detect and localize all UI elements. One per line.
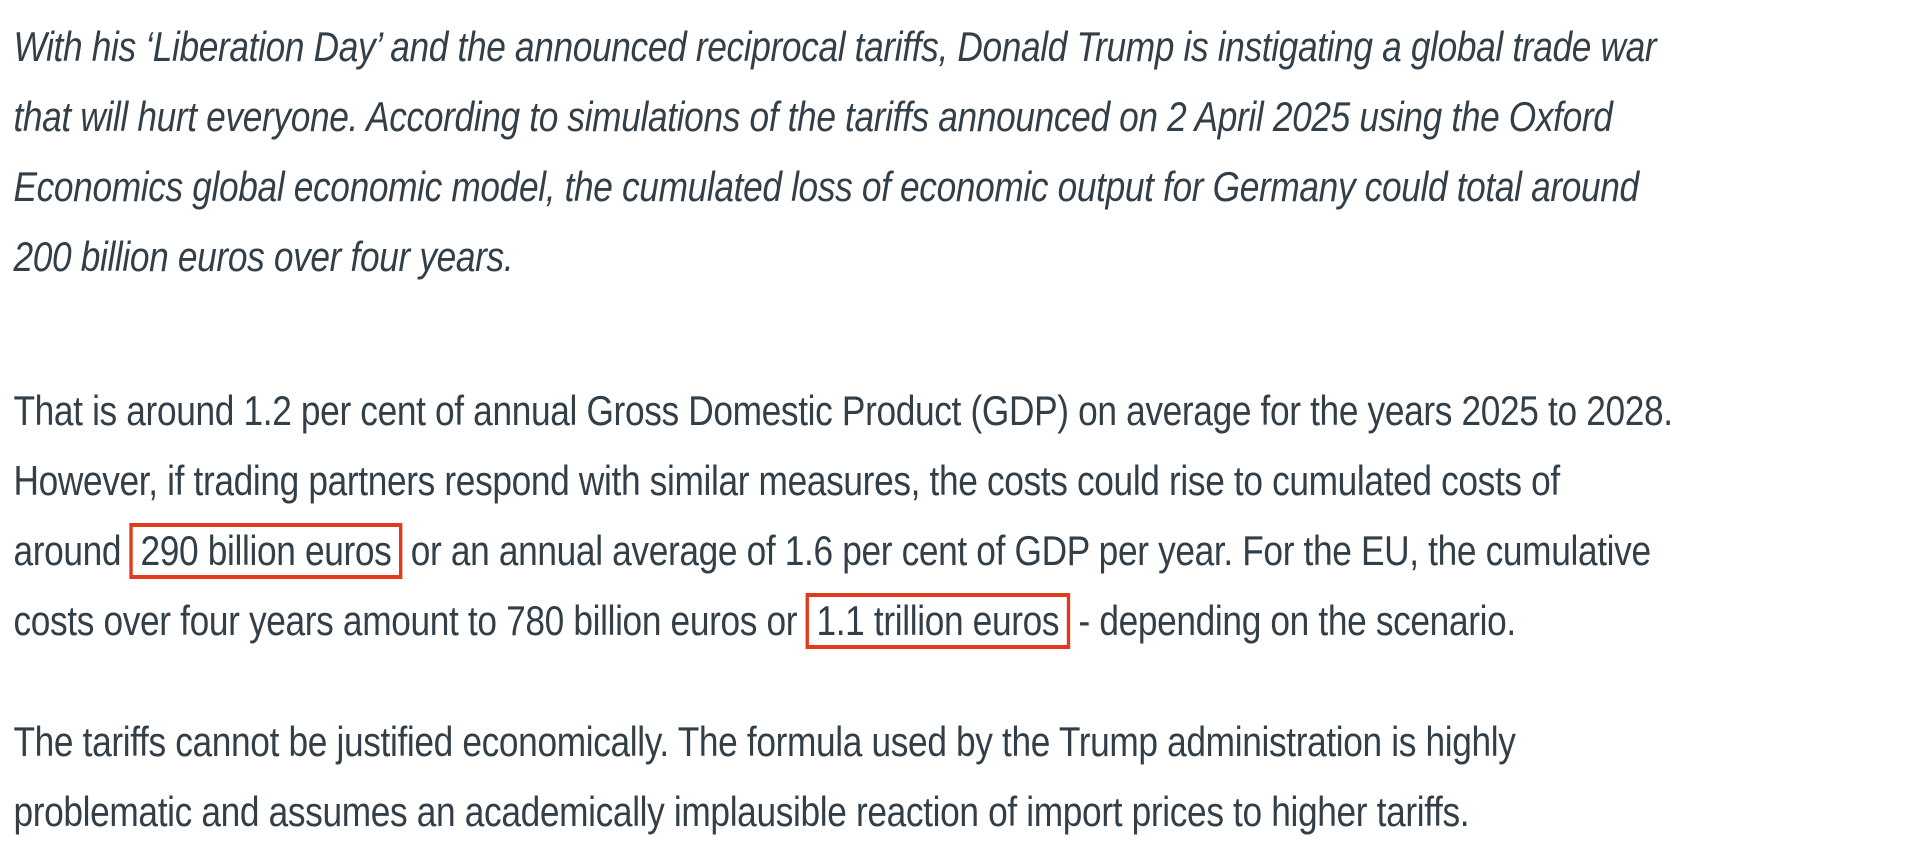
highlight-box-290-billion-euros: 290 billion euros: [129, 523, 403, 579]
formula-paragraph: The tariffs cannot be justified economic…: [13, 707, 1920, 847]
text-segment: costs over four years amount to 780 bill…: [13, 597, 798, 644]
text-line: That is around 1.2 per cent of annual Gr…: [13, 387, 1673, 434]
text-line: With his ‘Liberation Day’ and the announ…: [13, 23, 1657, 70]
costs-paragraph: That is around 1.2 per cent of annual Gr…: [13, 376, 1920, 656]
text-segment: around: [13, 527, 122, 574]
text-line: Economics global economic model, the cum…: [13, 163, 1639, 210]
text-line: costs over four years amount to 780 bill…: [13, 586, 1920, 656]
text-line: However, if trading partners respond wit…: [13, 457, 1560, 504]
text-segment: - depending on the scenario.: [1078, 597, 1516, 644]
text-line: around 290 billion euros or an annual aver…: [13, 516, 1920, 586]
text-line: problematic and assumes an academically …: [13, 788, 1470, 835]
text-line: that will hurt everyone. According to si…: [13, 93, 1613, 140]
intro-paragraph: With his ‘Liberation Day’ and the announ…: [13, 12, 1920, 292]
text-segment: or an annual average of 1.6 per cent of …: [410, 527, 1651, 574]
text-line: 200 billion euros over four years.: [13, 233, 514, 280]
text-line: The tariffs cannot be justified economic…: [13, 718, 1516, 765]
highlight-box-1-1-trillion-euros: 1.1 trillion euros: [805, 593, 1071, 649]
